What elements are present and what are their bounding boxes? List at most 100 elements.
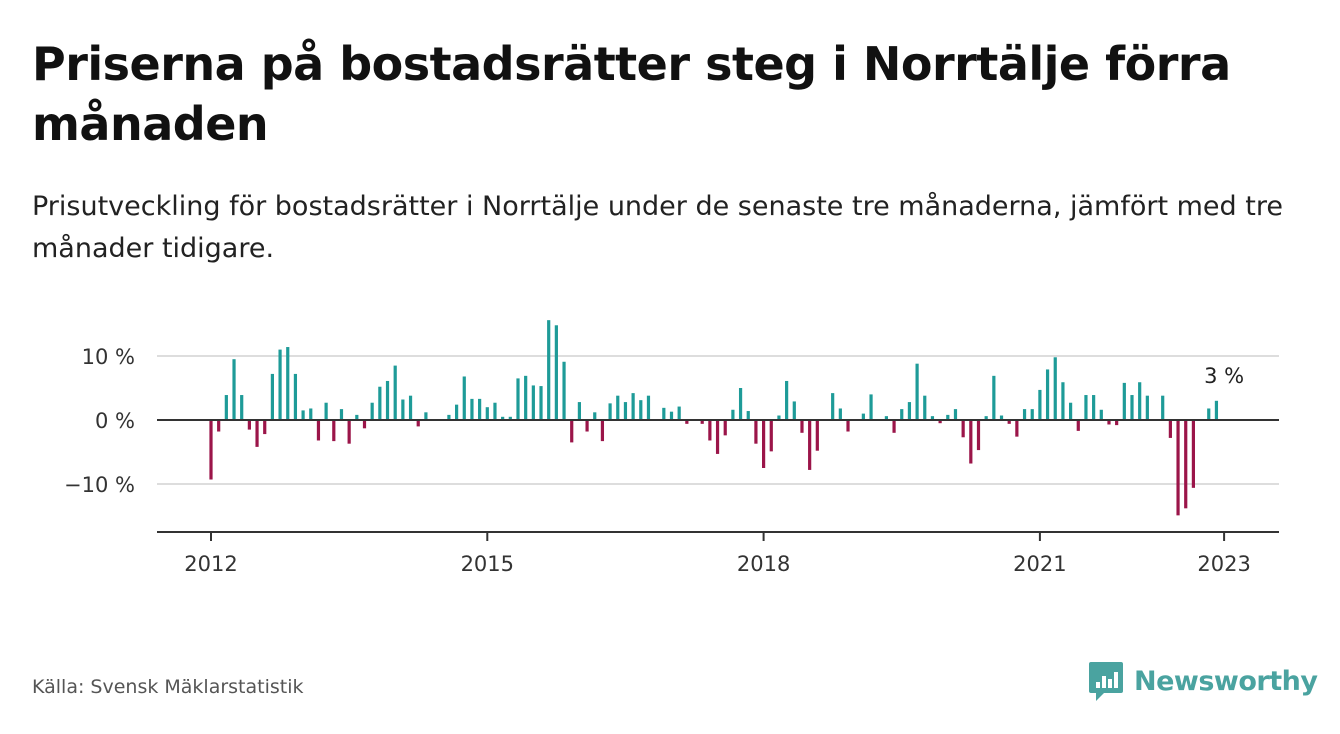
bar <box>524 375 528 420</box>
x-tick-label: 2012 <box>184 552 237 576</box>
chart-subtitle: Prisutveckling för bostadsrätter i Norrt… <box>32 191 1283 264</box>
bar <box>347 420 351 444</box>
bar <box>562 361 566 420</box>
bar <box>324 402 328 420</box>
bar <box>1122 382 1126 420</box>
bar <box>1107 420 1111 425</box>
bar <box>378 386 382 420</box>
bar <box>278 349 282 420</box>
bar <box>800 420 804 433</box>
bar <box>900 409 904 420</box>
bar <box>754 420 758 444</box>
bar <box>286 347 290 420</box>
bar <box>600 420 605 442</box>
bar <box>224 395 228 420</box>
bar <box>923 395 927 420</box>
bar <box>240 395 244 420</box>
bar <box>762 420 766 468</box>
y-tick-label: −10 % <box>64 473 135 497</box>
bar <box>1214 400 1219 420</box>
bar <box>1053 357 1057 420</box>
bar <box>838 408 842 420</box>
last-value-annotation: 3 % <box>1204 364 1244 388</box>
bar <box>1038 389 1042 420</box>
bar <box>424 412 428 420</box>
bar <box>992 375 996 420</box>
bar <box>1076 420 1080 431</box>
bar <box>1099 409 1103 420</box>
bar <box>639 400 643 420</box>
x-tick-label: 2023 <box>1197 552 1250 576</box>
bar <box>792 401 796 420</box>
bar <box>1022 409 1027 420</box>
bar <box>247 420 251 430</box>
bar <box>685 420 689 424</box>
bar <box>209 420 213 480</box>
bar <box>493 402 497 420</box>
brand-name: Newsworthy <box>1134 665 1318 697</box>
x-tick-label: 2018 <box>737 552 790 576</box>
bar <box>316 420 321 441</box>
bar <box>293 373 298 420</box>
bar <box>470 398 474 420</box>
axes <box>157 419 1279 541</box>
bar <box>1138 382 1142 420</box>
bar <box>953 409 958 420</box>
bar <box>892 420 896 433</box>
bar <box>907 402 912 420</box>
bar <box>1207 408 1211 420</box>
bar <box>385 380 390 420</box>
bar <box>946 414 950 420</box>
bar <box>355 414 359 420</box>
x-tick-label: 2015 <box>461 552 514 576</box>
bar <box>393 365 397 420</box>
bar <box>623 402 628 420</box>
bar <box>455 404 459 420</box>
y-tick-label: 0 % <box>95 409 135 433</box>
bar <box>232 359 236 420</box>
bar <box>1015 420 1019 437</box>
bar <box>631 393 635 420</box>
bar <box>961 420 965 438</box>
bar-series <box>209 320 1219 516</box>
bar <box>700 420 704 424</box>
bar <box>339 409 344 420</box>
brand-logo[interactable]: Newsworthy <box>1088 660 1318 702</box>
bar <box>938 420 942 424</box>
bar <box>608 403 612 420</box>
bar <box>723 420 727 436</box>
bar <box>585 420 589 432</box>
bar <box>984 416 988 420</box>
bar-chart: 10 % 0 % −10 % 2012 2015 2018 2021 2023 3 % <box>64 320 1279 576</box>
bar <box>769 420 773 452</box>
bar <box>401 399 405 420</box>
bar <box>263 420 267 435</box>
bar <box>309 408 313 420</box>
bar <box>846 420 850 432</box>
bar <box>1030 409 1034 420</box>
gridlines <box>157 355 1279 485</box>
bar <box>1161 395 1165 420</box>
x-tick-label: 2021 <box>1013 552 1066 576</box>
bar <box>1007 420 1011 424</box>
bar <box>516 378 520 420</box>
bar <box>731 409 735 420</box>
bar <box>1168 420 1172 438</box>
bar <box>746 411 750 420</box>
bar <box>969 420 973 464</box>
bar <box>577 402 581 420</box>
bar <box>1145 395 1149 420</box>
bar <box>539 386 543 420</box>
bar <box>976 420 981 451</box>
bar <box>669 411 674 420</box>
bar <box>884 416 888 420</box>
bar <box>501 416 505 420</box>
bar <box>485 407 489 420</box>
bar <box>785 380 789 420</box>
bar <box>1069 402 1073 420</box>
bar <box>815 420 819 451</box>
bar <box>1115 420 1119 426</box>
bar <box>1184 420 1188 509</box>
bar <box>777 415 781 420</box>
bar <box>999 415 1004 420</box>
